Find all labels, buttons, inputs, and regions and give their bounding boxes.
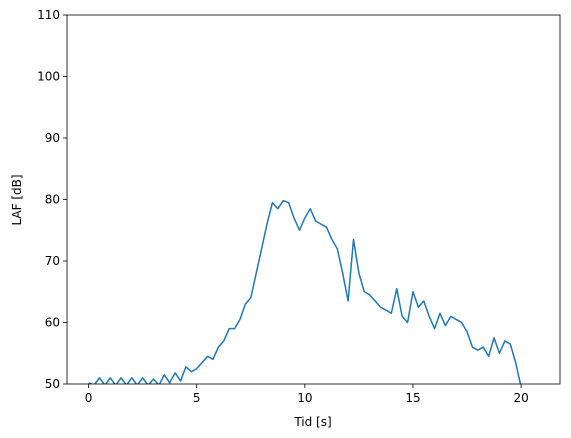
y-tick-label: 70 xyxy=(45,254,60,268)
x-axis-label: Tid [s] xyxy=(293,415,331,429)
y-tick-label: 80 xyxy=(45,193,60,207)
x-tick-label: 5 xyxy=(193,391,201,405)
data-line xyxy=(88,199,522,384)
y-tick-label: 60 xyxy=(45,316,60,330)
x-tick-label: 15 xyxy=(405,391,420,405)
y-axis-label: LAF [dB] xyxy=(10,174,24,225)
plot-frame xyxy=(66,14,561,385)
y-tick-label: 100 xyxy=(37,70,60,84)
x-tick-label: 10 xyxy=(297,391,312,405)
x-tick-label: 0 xyxy=(85,391,93,405)
x-tick-label: 20 xyxy=(513,391,528,405)
y-tick-label: 50 xyxy=(45,377,60,391)
y-tick-label: 110 xyxy=(37,8,60,22)
y-tick-label: 90 xyxy=(45,131,60,145)
